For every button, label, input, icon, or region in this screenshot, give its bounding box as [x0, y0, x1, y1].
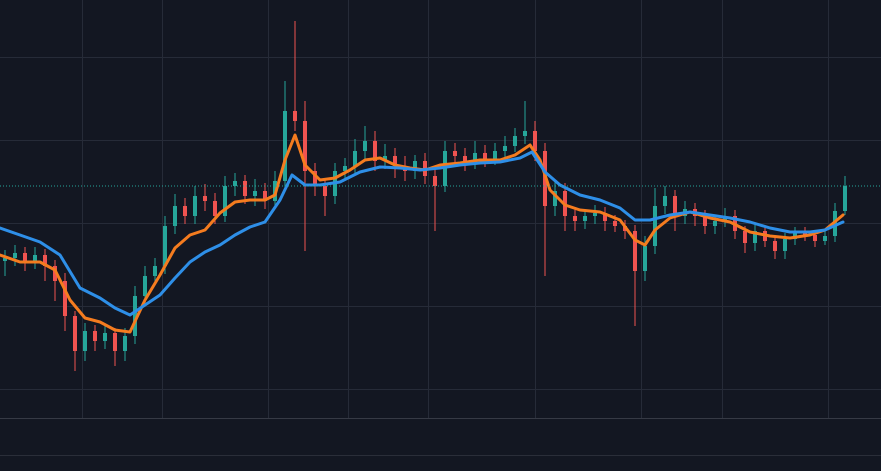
candle-body — [843, 186, 847, 211]
candle-body — [773, 241, 777, 251]
candle-body — [353, 151, 357, 166]
candle-body — [133, 296, 137, 336]
plot — [0, 21, 881, 371]
candle-body — [393, 156, 397, 166]
candle-body — [283, 111, 287, 181]
candle-body — [53, 266, 57, 281]
candle-body — [573, 216, 577, 221]
candle-body — [533, 131, 537, 151]
candle-body — [663, 196, 667, 206]
candle-body — [43, 255, 47, 266]
candle-body — [463, 156, 467, 161]
moving-average-line — [0, 150, 845, 317]
candle-body — [303, 121, 307, 171]
candle-body — [813, 235, 817, 241]
candle-body — [783, 239, 787, 251]
candle-body — [673, 196, 677, 216]
candle-body — [633, 231, 637, 271]
candle-body — [593, 213, 597, 216]
candle-body — [123, 336, 127, 351]
candle-body — [143, 276, 147, 296]
candle-body — [183, 206, 187, 216]
candle-body — [523, 131, 527, 136]
candle-body — [73, 316, 77, 351]
candle-body — [803, 233, 807, 235]
grid — [0, 0, 881, 418]
candle-body — [223, 186, 227, 216]
candle-body — [453, 151, 457, 156]
candle-body — [363, 141, 367, 151]
candle-body — [153, 266, 157, 276]
candle-body — [513, 136, 517, 146]
candle-body — [253, 191, 257, 196]
candle-body — [343, 166, 347, 171]
candle-body — [3, 258, 7, 261]
candle-body — [583, 216, 587, 221]
candle-body — [483, 153, 487, 159]
candle-body — [753, 231, 757, 243]
candle-body — [213, 201, 217, 216]
candle-body — [63, 281, 67, 316]
candle-body — [713, 221, 717, 226]
candle-body — [13, 253, 17, 258]
candle-body — [613, 221, 617, 226]
candle-body — [823, 236, 827, 241]
candle-body — [293, 111, 297, 121]
candle-body — [313, 171, 317, 186]
candle-body — [193, 196, 197, 216]
candle-body — [383, 156, 387, 161]
candle-body — [553, 191, 557, 206]
candle-body — [93, 331, 97, 341]
candle-body — [83, 331, 87, 351]
candle-body — [643, 246, 647, 271]
candle-body — [473, 153, 477, 161]
candle-body — [243, 181, 247, 196]
candle-body — [413, 161, 417, 171]
candle-body — [373, 141, 377, 161]
candle-body — [103, 333, 107, 341]
candle-body — [113, 333, 117, 351]
candle-body — [653, 206, 657, 246]
candle-body — [263, 191, 267, 201]
candle-body — [433, 176, 437, 186]
candle-body — [603, 213, 607, 221]
candle-body — [743, 231, 747, 243]
candle-body — [493, 151, 497, 159]
candle-body — [163, 226, 167, 266]
candle-body — [23, 253, 27, 261]
candle-body — [203, 196, 207, 201]
candle-body — [33, 255, 37, 261]
moving-average-line — [0, 133, 845, 334]
candle-body — [173, 206, 177, 226]
candle-body — [323, 186, 327, 196]
candle-body — [233, 181, 237, 186]
candle-body — [503, 146, 507, 151]
candle-body — [703, 216, 707, 226]
